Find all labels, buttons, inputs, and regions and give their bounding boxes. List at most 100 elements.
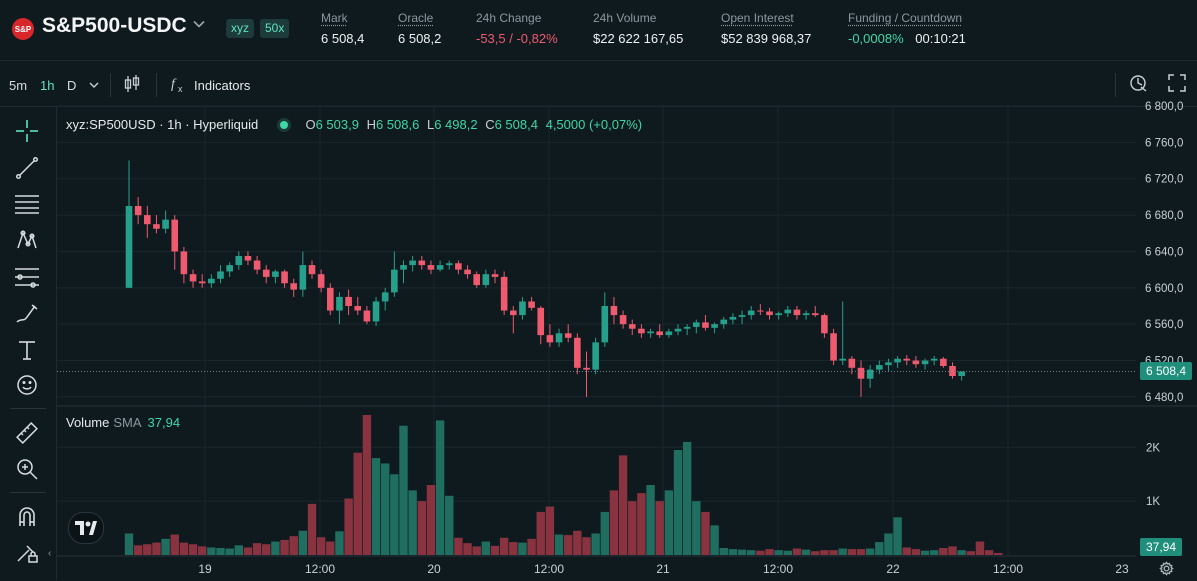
candle-body <box>757 310 764 312</box>
volume-bar <box>875 542 884 555</box>
volume-bar <box>829 550 838 555</box>
candle-body <box>839 358 846 361</box>
volume-axis: 2K 1K <box>1146 442 1160 508</box>
legend-l-label: L <box>426 117 435 132</box>
legend-change: 4,5000 (+0,07%) <box>545 117 643 132</box>
volume-bar <box>216 548 225 555</box>
volume-bar <box>609 490 619 555</box>
time-tick-label: 19 <box>198 562 212 576</box>
volume-bar <box>893 517 902 555</box>
timeframe-1h[interactable]: 1h <box>40 78 55 93</box>
volume-bar <box>701 511 710 555</box>
replay-icon[interactable] <box>1128 73 1148 98</box>
volume-bar <box>472 546 481 555</box>
oracle-label[interactable]: Oracle <box>398 11 434 25</box>
candle-body <box>555 333 563 343</box>
candle-body <box>766 311 773 316</box>
volume-bar <box>884 533 893 555</box>
chevron-down-icon[interactable] <box>88 78 100 96</box>
volume-bar <box>133 545 143 555</box>
candle-body <box>958 371 965 376</box>
volume-legend-label[interactable]: Volume <box>66 415 110 430</box>
fib-icon[interactable] <box>14 264 40 290</box>
legend-l-value: 6 498,2 <box>434 117 478 132</box>
brush-icon[interactable] <box>14 301 40 327</box>
trend-line-icon[interactable] <box>14 155 40 181</box>
candle-body <box>592 342 599 370</box>
pattern-icon[interactable] <box>14 227 40 253</box>
oi-label[interactable]: Open Interest <box>721 11 794 25</box>
candle-body <box>747 310 755 316</box>
candle-body <box>811 313 819 316</box>
volume-bar <box>792 548 802 555</box>
candle-body <box>244 256 252 261</box>
toolbar-divider <box>110 73 111 97</box>
funding-value: -0,0008% <box>848 31 904 46</box>
collapse-toolbar-icon[interactable]: ‹ <box>48 548 52 559</box>
leverage-badge[interactable]: 50x <box>260 19 290 38</box>
price-tick-label: 6 760,0 <box>1145 137 1183 149</box>
volume-bar <box>198 546 207 555</box>
volume-bar <box>390 474 399 555</box>
horizontal-lines-icon[interactable] <box>14 191 40 217</box>
volume-bar <box>381 463 390 555</box>
volume-bar <box>673 450 683 555</box>
lock-drawings-icon[interactable] <box>14 540 40 566</box>
timeframe-d[interactable]: D <box>67 78 77 93</box>
volume-bar <box>408 490 417 555</box>
volume-bar <box>124 533 134 555</box>
fullscreen-icon[interactable] <box>1167 73 1187 98</box>
volume-bar <box>454 537 463 555</box>
tradingview-logo-icon[interactable] <box>68 512 104 544</box>
volume-bar <box>207 547 216 555</box>
text-icon[interactable] <box>14 337 40 363</box>
candle-body <box>821 315 828 334</box>
market-symbol[interactable]: S&P500-USDC <box>42 14 187 37</box>
volume-bar <box>994 552 1003 555</box>
candle-body <box>784 309 792 314</box>
price-tick-label: 6 800,0 <box>1145 101 1183 113</box>
volume-bar <box>316 537 326 555</box>
volume-bar <box>289 536 298 555</box>
magnet-icon[interactable] <box>14 504 40 530</box>
ruler-icon[interactable] <box>14 420 40 446</box>
stat-24h-change: 24h Change -53,5 / -0,82% <box>476 11 558 46</box>
volume-bar <box>628 501 637 555</box>
candles-icon[interactable] <box>123 74 141 99</box>
indicators-button[interactable]: Indicators <box>194 78 251 93</box>
candle-body <box>327 287 334 311</box>
tools-divider <box>10 492 46 493</box>
candle-body <box>235 256 243 266</box>
legend-title[interactable]: xyz:SP500USD · 1h · Hyperliquid <box>66 117 259 132</box>
volume-bar <box>957 550 966 555</box>
candle-body <box>308 265 316 275</box>
time-tick-label: 22 <box>886 562 900 576</box>
crosshair-icon[interactable] <box>14 118 40 144</box>
candle-body <box>125 206 133 288</box>
candle-body <box>162 219 169 229</box>
price-tick-label: 6 720,0 <box>1145 174 1183 186</box>
candle-body <box>729 316 737 320</box>
volume-bar <box>765 549 774 555</box>
volume-tick-label: 2K <box>1146 442 1160 454</box>
funding-label[interactable]: Funding / Countdown <box>848 11 963 25</box>
toolbar-divider <box>156 73 157 97</box>
volume-bar <box>920 550 930 555</box>
settings-gear-icon[interactable] <box>1159 561 1174 581</box>
chart-grid <box>57 105 1136 555</box>
candle-body <box>198 281 206 284</box>
candle-body <box>848 358 856 368</box>
candle-body <box>628 324 636 329</box>
mark-label[interactable]: Mark <box>321 11 348 25</box>
candle-body <box>656 331 663 336</box>
oracle-value: 6 508,2 <box>398 31 442 46</box>
zoom-in-icon[interactable] <box>14 456 40 482</box>
volume-sma-label: SMA <box>113 415 142 430</box>
volume-bar <box>252 543 262 555</box>
timeframe-5m[interactable]: 5m <box>9 78 28 93</box>
chevron-down-icon[interactable] <box>192 17 206 36</box>
emoji-icon[interactable] <box>14 372 40 398</box>
candle-body <box>775 313 782 316</box>
